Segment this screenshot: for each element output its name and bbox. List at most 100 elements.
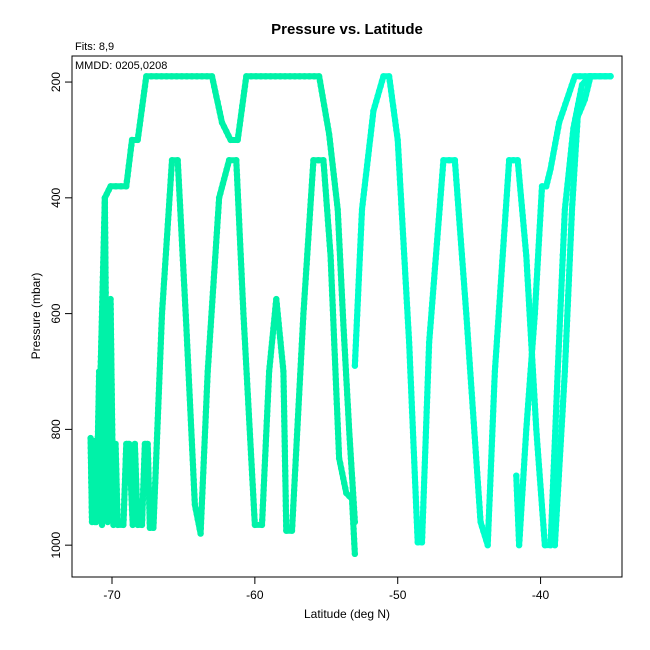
data-point bbox=[295, 406, 302, 413]
data-point bbox=[564, 297, 572, 304]
data-point bbox=[349, 479, 356, 487]
data-point bbox=[329, 166, 337, 173]
data-point bbox=[535, 251, 542, 258]
data-point bbox=[269, 334, 276, 341]
data-point bbox=[359, 196, 367, 203]
data-point bbox=[561, 221, 568, 228]
data-point bbox=[559, 403, 567, 410]
data-point bbox=[513, 492, 521, 499]
data-point bbox=[329, 161, 336, 168]
data-point bbox=[200, 454, 208, 461]
data-point bbox=[335, 435, 342, 442]
data-point bbox=[329, 297, 336, 304]
data-point bbox=[431, 275, 438, 282]
data-point bbox=[339, 306, 346, 314]
data-point bbox=[502, 212, 509, 219]
data-point bbox=[406, 349, 413, 356]
data-point bbox=[499, 247, 507, 254]
data-point bbox=[405, 329, 412, 336]
data-point bbox=[550, 462, 557, 469]
data-point bbox=[525, 287, 532, 294]
data-point bbox=[260, 482, 267, 489]
data-point bbox=[182, 312, 189, 319]
data-point bbox=[282, 487, 289, 495]
data-point bbox=[557, 432, 565, 440]
data-point bbox=[354, 312, 361, 319]
data-point bbox=[244, 390, 251, 398]
data-point bbox=[408, 404, 416, 411]
data-point bbox=[581, 73, 589, 80]
data-point bbox=[108, 371, 115, 378]
data-point bbox=[576, 91, 584, 98]
data-point bbox=[175, 167, 182, 174]
data-point bbox=[535, 246, 542, 254]
data-point bbox=[204, 368, 211, 375]
data-point bbox=[95, 418, 102, 425]
data-point bbox=[239, 285, 246, 293]
data-point bbox=[142, 78, 149, 85]
data-point bbox=[190, 471, 197, 478]
data-point bbox=[132, 466, 139, 473]
data-point bbox=[238, 265, 245, 273]
data-point bbox=[490, 388, 498, 395]
data-point bbox=[98, 506, 106, 513]
data-point bbox=[265, 368, 273, 375]
data-point bbox=[105, 479, 112, 486]
data-point bbox=[358, 211, 365, 218]
data-point bbox=[155, 385, 163, 392]
data-point bbox=[350, 525, 357, 532]
data-point bbox=[533, 271, 541, 278]
data-point bbox=[572, 142, 580, 150]
data-point bbox=[402, 285, 410, 292]
data-point bbox=[393, 131, 401, 139]
data-point bbox=[471, 429, 478, 436]
data-point bbox=[555, 348, 562, 355]
data-point bbox=[568, 206, 576, 213]
data-point bbox=[469, 404, 476, 412]
data-point bbox=[567, 231, 575, 238]
data-point bbox=[552, 532, 559, 539]
data-point bbox=[403, 289, 410, 297]
data-point bbox=[567, 241, 574, 249]
data-point bbox=[357, 246, 364, 253]
data-point bbox=[410, 434, 417, 441]
data-point bbox=[353, 322, 360, 329]
data-point bbox=[393, 126, 400, 134]
data-point bbox=[513, 472, 520, 479]
data-series bbox=[513, 73, 614, 549]
data-point bbox=[336, 236, 343, 243]
data-point bbox=[331, 351, 338, 358]
data-point bbox=[117, 183, 125, 190]
data-point bbox=[242, 350, 249, 358]
data-point bbox=[125, 167, 132, 174]
data-point bbox=[571, 157, 579, 164]
data-point bbox=[145, 475, 152, 482]
data-point bbox=[454, 196, 461, 203]
data-point bbox=[557, 292, 565, 299]
data-point bbox=[108, 361, 115, 368]
data-point bbox=[538, 496, 545, 504]
data-point bbox=[126, 157, 133, 164]
data-point bbox=[487, 482, 494, 489]
data-point bbox=[305, 236, 312, 243]
data-point bbox=[176, 197, 183, 204]
data-point bbox=[518, 501, 525, 509]
data-point bbox=[114, 521, 121, 529]
data-point bbox=[131, 445, 139, 453]
data-point bbox=[569, 201, 576, 208]
data-point bbox=[495, 318, 502, 325]
data-point bbox=[562, 343, 570, 350]
data-point bbox=[453, 181, 460, 189]
data-point bbox=[99, 486, 106, 493]
data-point bbox=[113, 491, 121, 498]
data-point bbox=[98, 516, 106, 524]
data-point bbox=[280, 403, 288, 410]
data-point bbox=[358, 216, 365, 223]
data-point bbox=[112, 450, 120, 458]
data-point bbox=[331, 181, 339, 188]
data-point bbox=[535, 236, 543, 244]
data-point bbox=[122, 460, 129, 468]
data-point bbox=[163, 241, 170, 248]
data-point bbox=[351, 550, 359, 558]
data-point bbox=[243, 370, 250, 378]
